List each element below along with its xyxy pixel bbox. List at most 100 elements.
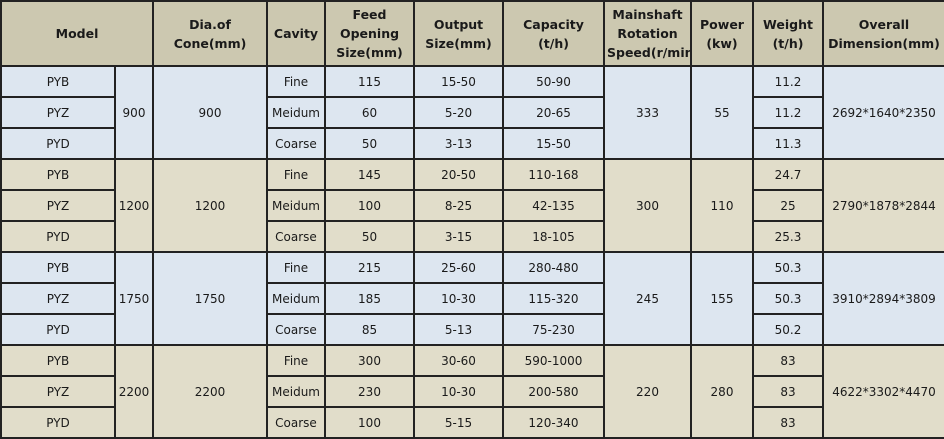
table-row: PYZ Meidum 60 5-20 20-65 11.2 (0, 96, 944, 129)
weight-cell: 50.3 (752, 282, 824, 315)
capacity-cell: 75-230 (502, 313, 605, 346)
feed-cell: 85 (324, 313, 415, 346)
dia-cell: 1750 (152, 251, 268, 346)
header-capacity: Capacity (t/h) (502, 0, 605, 67)
feed-cell: 50 (324, 127, 415, 160)
capacity-cell: 120-340 (502, 406, 605, 439)
feed-cell: 230 (324, 375, 415, 408)
cavity-cell: Meidum (266, 189, 326, 222)
output-cell: 15-50 (413, 65, 504, 98)
header-mainshaft-speed: Mainshaft Rotation Speed(r/min) (603, 0, 692, 67)
model-cell: PYB (0, 251, 116, 284)
capacity-cell: 42-135 (502, 189, 605, 222)
output-cell: 8-25 (413, 189, 504, 222)
model-cell: PYZ (0, 375, 116, 408)
table-row: PYD Coarse 50 3-15 18-105 25.3 (0, 220, 944, 253)
header-weight: Weight (t/h) (752, 0, 824, 67)
cavity-cell: Coarse (266, 127, 326, 160)
capacity-cell: 590-1000 (502, 344, 605, 377)
output-cell: 10-30 (413, 282, 504, 315)
table-row: PYB 2200 2200 Fine 300 30-60 590-1000 22… (0, 344, 944, 439)
model-cell: PYB (0, 158, 116, 191)
header-power: Power (kw) (690, 0, 754, 67)
weight-cell: 83 (752, 406, 824, 439)
weight-cell: 25.3 (752, 220, 824, 253)
cavity-cell: Meidum (266, 375, 326, 408)
speed-cell: 333 (603, 65, 692, 160)
dimension-cell: 2692*1640*2350 (822, 65, 944, 160)
model-cell: PYD (0, 313, 116, 346)
header-output-size: Output Size(mm) (413, 0, 504, 67)
table-row: PYZ Meidum 230 10-30 200-580 83 (0, 375, 944, 408)
feed-cell: 215 (324, 251, 415, 284)
table-row: PYB 900 900 Fine 115 15-50 50-90 333 55 … (0, 65, 944, 160)
output-cell: 3-15 (413, 220, 504, 253)
cavity-cell: Fine (266, 344, 326, 377)
output-cell: 3-13 (413, 127, 504, 160)
capacity-cell: 20-65 (502, 96, 605, 129)
cavity-cell: Coarse (266, 406, 326, 439)
model-cell: PYZ (0, 96, 116, 129)
capacity-cell: 18-105 (502, 220, 605, 253)
capacity-cell: 280-480 (502, 251, 605, 284)
size-cell: 1200 (114, 158, 154, 253)
feed-cell: 115 (324, 65, 415, 98)
header-cavity: Cavity (266, 0, 326, 67)
capacity-cell: 15-50 (502, 127, 605, 160)
table-row: PYB 1200 1200 Fine 145 20-50 110-168 300… (0, 158, 944, 253)
model-cell: PYZ (0, 282, 116, 315)
speed-cell: 220 (603, 344, 692, 439)
weight-cell: 24.7 (752, 158, 824, 191)
size-cell: 900 (114, 65, 154, 160)
capacity-cell: 50-90 (502, 65, 605, 98)
output-cell: 20-50 (413, 158, 504, 191)
size-cell: 2200 (114, 344, 154, 439)
output-cell: 25-60 (413, 251, 504, 284)
capacity-cell: 110-168 (502, 158, 605, 191)
dimension-cell: 2790*1878*2844 (822, 158, 944, 253)
feed-cell: 300 (324, 344, 415, 377)
model-cell: PYD (0, 127, 116, 160)
output-cell: 5-15 (413, 406, 504, 439)
weight-cell: 83 (752, 344, 824, 377)
cavity-cell: Coarse (266, 313, 326, 346)
header-dia-of-cone: Dia.of Cone(mm) (152, 0, 268, 67)
output-cell: 10-30 (413, 375, 504, 408)
feed-cell: 100 (324, 189, 415, 222)
weight-cell: 50.3 (752, 251, 824, 284)
dia-cell: 1200 (152, 158, 268, 253)
model-cell: PYZ (0, 189, 116, 222)
power-cell: 110 (690, 158, 754, 253)
header-overall-dimension: Overall Dimension(mm) (822, 0, 944, 67)
dimension-cell: 4622*3302*4470 (822, 344, 944, 439)
table-row: PYD Coarse 50 3-13 15-50 11.3 (0, 127, 944, 160)
feed-cell: 60 (324, 96, 415, 129)
weight-cell: 50.2 (752, 313, 824, 346)
model-cell: PYD (0, 406, 116, 439)
header-model: Model (0, 0, 154, 67)
cavity-cell: Fine (266, 251, 326, 284)
cavity-cell: Meidum (266, 96, 326, 129)
model-cell: PYB (0, 344, 116, 377)
cavity-cell: Meidum (266, 282, 326, 315)
capacity-cell: 115-320 (502, 282, 605, 315)
dimension-cell: 3910*2894*3809 (822, 251, 944, 346)
table-row: PYZ Meidum 185 10-30 115-320 50.3 (0, 282, 944, 315)
speed-cell: 245 (603, 251, 692, 346)
power-cell: 155 (690, 251, 754, 346)
speed-cell: 300 (603, 158, 692, 253)
dia-cell: 2200 (152, 344, 268, 439)
header-row: Model Dia.of Cone(mm) Cavity Feed Openin… (0, 0, 944, 67)
feed-cell: 50 (324, 220, 415, 253)
weight-cell: 11.3 (752, 127, 824, 160)
power-cell: 55 (690, 65, 754, 160)
weight-cell: 11.2 (752, 96, 824, 129)
size-cell: 1750 (114, 251, 154, 346)
power-cell: 280 (690, 344, 754, 439)
cavity-cell: Coarse (266, 220, 326, 253)
output-cell: 5-13 (413, 313, 504, 346)
weight-cell: 11.2 (752, 65, 824, 98)
dia-cell: 900 (152, 65, 268, 160)
table-row: PYD Coarse 100 5-15 120-340 83 (0, 406, 944, 439)
output-cell: 30-60 (413, 344, 504, 377)
